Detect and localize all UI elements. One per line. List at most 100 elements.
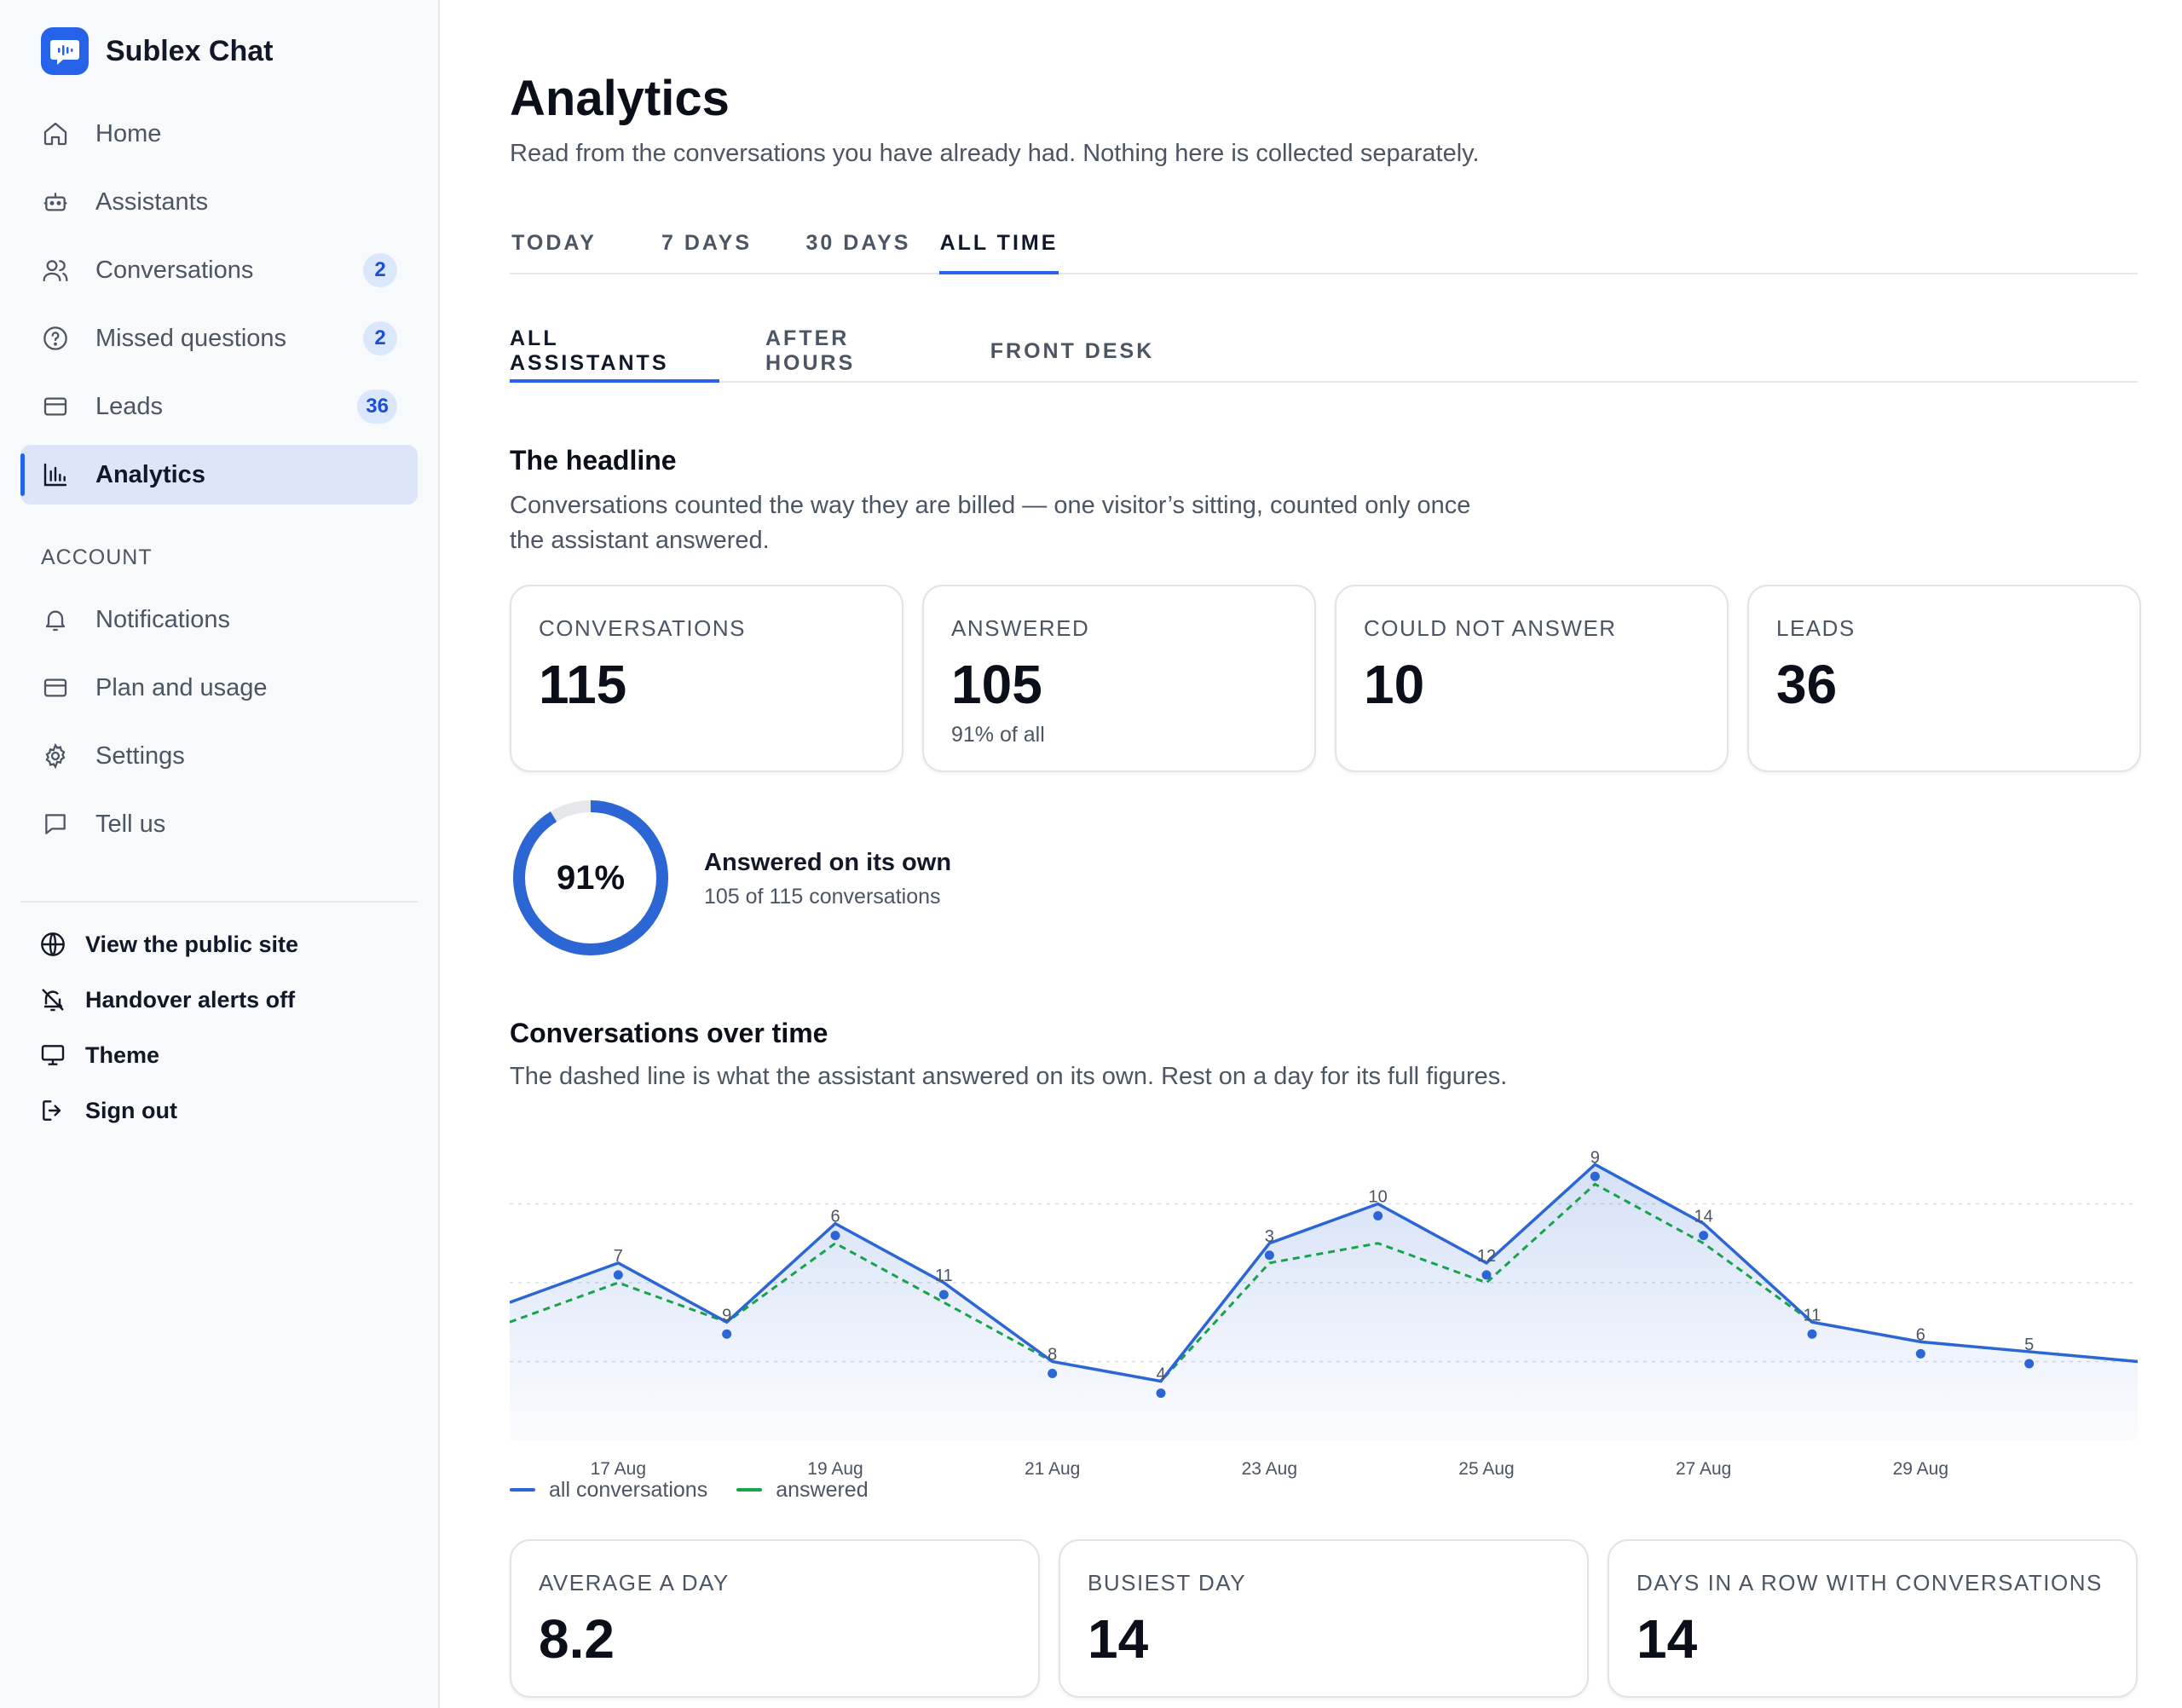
sidebar-item-home[interactable]: Home — [20, 104, 418, 164]
legend-label: answered — [776, 1477, 869, 1502]
data-point — [1373, 1211, 1383, 1220]
summary-value: 8.2 — [539, 1608, 615, 1670]
sidebar-item-assistants[interactable]: Assistants — [20, 172, 418, 232]
count-badge: 2 — [363, 253, 397, 287]
app-name: Sublex Chat — [106, 34, 274, 67]
data-label: 5 — [2024, 1336, 2034, 1354]
sidebar-item-label: Notifications — [95, 605, 230, 633]
sidebar-item-label: Missed questions — [95, 324, 287, 352]
view-public-site-link[interactable]: View the public site — [38, 923, 298, 966]
globe-icon — [38, 929, 68, 960]
footer-item-label: Theme — [85, 1042, 160, 1068]
summary-card-average: AVERAGE A DAY 8.2 — [510, 1539, 1040, 1698]
main-content: Analytics Read from the conversations yo… — [509, 0, 2141, 1708]
sidebar-item-plan-and-usage[interactable]: Plan and usage — [20, 658, 418, 718]
data-label: 4 — [1156, 1365, 1165, 1384]
sidebar-item-analytics[interactable]: Analytics — [20, 445, 418, 505]
sidebar-item-missed-questions[interactable]: Missed questions 2 — [20, 309, 418, 368]
summary-card-busiest-day: BUSIEST DAY 14 — [1059, 1539, 1589, 1698]
headline-description-line-1: Conversations counted the way they are b… — [510, 492, 1471, 519]
data-point — [1264, 1250, 1274, 1261]
tab-today[interactable]: TODAY — [511, 230, 597, 255]
stat-card-leads: LEADS 36 — [1747, 585, 2141, 772]
sidebar-divider — [20, 901, 418, 903]
sign-out-button[interactable]: Sign out — [38, 1089, 177, 1132]
x-tick-label: 25 Aug — [1458, 1459, 1514, 1479]
sidebar-item-label: Analytics — [95, 460, 205, 488]
x-tick-label: 21 Aug — [1025, 1459, 1080, 1479]
headline-description-line-2: the assistant answered. — [510, 527, 770, 554]
data-label: 11 — [935, 1267, 953, 1285]
line-all-conversations — [509, 1163, 2139, 1383]
data-point — [938, 1290, 949, 1300]
card-icon — [41, 392, 70, 421]
count-badge: 2 — [363, 321, 397, 355]
sidebar-item-label: Leads — [95, 392, 164, 420]
data-point — [722, 1329, 732, 1339]
x-tick-label: 29 Aug — [1893, 1459, 1948, 1479]
ring-progress-arc — [513, 800, 668, 955]
stat-label: CONVERSATIONS — [539, 615, 746, 641]
data-label: 12 — [1477, 1247, 1496, 1266]
sidebar-item-settings[interactable]: Settings — [20, 726, 418, 786]
stat-card-answered: ANSWERED 105 91% of all — [922, 585, 1316, 772]
tab-7-days[interactable]: 7 DAYS — [661, 230, 752, 255]
headline-title: The headline — [510, 445, 677, 476]
handover-alerts-toggle[interactable]: Handover alerts off — [38, 978, 295, 1021]
sign-out-icon — [38, 1095, 68, 1126]
data-label: 11 — [1804, 1306, 1821, 1324]
data-point — [1156, 1388, 1166, 1399]
sidebar-item-notifications[interactable]: Notifications — [20, 590, 418, 649]
sidebar-item-leads[interactable]: Leads 36 — [20, 377, 418, 436]
theme-button[interactable]: Theme — [38, 1034, 159, 1076]
stat-value: 115 — [539, 654, 627, 715]
tab-all-assistants[interactable]: ALL ASSISTANTS — [510, 321, 719, 383]
conversations-chart[interactable]: 7 9 6 11 8 4 3 10 12 9 14 11 6 5 17 Aug 19 Aug 21 Aug 23 … — [509, 1108, 2139, 1483]
assistant-tabs: ALL ASSISTANTS AFTER HOURS FRONT DESK — [510, 321, 2138, 383]
sidebar-item-label: Plan and usage — [95, 673, 268, 701]
sidebar-item-label: Assistants — [95, 188, 209, 216]
data-point — [1048, 1369, 1058, 1378]
sidebar-item-label: Settings — [95, 741, 185, 770]
stat-label: COULD NOT ANSWER — [1364, 615, 1617, 641]
tab-30-days[interactable]: 30 DAYS — [805, 230, 911, 255]
x-tick-label: 27 Aug — [1676, 1459, 1731, 1479]
data-point — [830, 1231, 840, 1241]
bot-icon — [41, 188, 70, 216]
over-time-title: Conversations over time — [510, 1018, 828, 1048]
stat-value: 105 — [951, 654, 1042, 715]
range-tabs: TODAY 7 DAYS 30 DAYS ALL TIME — [510, 213, 2138, 274]
ring-percent: 91% — [556, 858, 626, 897]
tab-front-desk[interactable]: FRONT DESK — [990, 338, 1155, 363]
data-point — [1699, 1231, 1709, 1241]
summary-value: 14 — [1088, 1608, 1149, 1670]
help-circle-icon — [41, 324, 70, 353]
footer-item-label: Handover alerts off — [85, 986, 296, 1013]
summary-label: DAYS IN A ROW WITH CONVERSATIONS — [1636, 1570, 2103, 1595]
tab-all-time[interactable]: ALL TIME — [939, 213, 1059, 274]
sidebar-item-label: Tell us — [95, 810, 166, 838]
data-label: 3 — [1265, 1227, 1274, 1246]
data-label: 7 — [614, 1247, 623, 1266]
stat-label: LEADS — [1776, 615, 1856, 641]
page-subtitle: Read from the conversations you have alr… — [510, 140, 1480, 167]
card-icon — [41, 673, 70, 702]
brand[interactable]: Sublex Chat — [41, 26, 273, 77]
sidebar-item-tell-us[interactable]: Tell us — [20, 794, 418, 854]
tab-after-hours[interactable]: AFTER HOURS — [765, 326, 856, 375]
page-title: Analytics — [510, 71, 730, 126]
bell-icon — [41, 605, 70, 634]
summary-label: AVERAGE A DAY — [539, 1570, 730, 1595]
over-time-description: The dashed line is what the assistant an… — [510, 1063, 1508, 1090]
sidebar-item-conversations[interactable]: Conversations 2 — [20, 240, 418, 300]
sidebar-item-label: Home — [95, 119, 162, 147]
x-tick-label: 19 Aug — [807, 1459, 863, 1479]
sidebar-item-label: Conversations — [95, 256, 254, 284]
ring-subtitle: 105 of 115 conversations — [704, 885, 941, 909]
summary-card-streak: DAYS IN A ROW WITH CONVERSATIONS 14 — [1608, 1539, 2138, 1698]
data-point — [1807, 1329, 1817, 1339]
data-point — [613, 1270, 623, 1280]
answered-ring: 91% — [510, 797, 672, 959]
stat-value: 10 — [1364, 654, 1425, 715]
x-tick-label: 17 Aug — [591, 1459, 646, 1479]
